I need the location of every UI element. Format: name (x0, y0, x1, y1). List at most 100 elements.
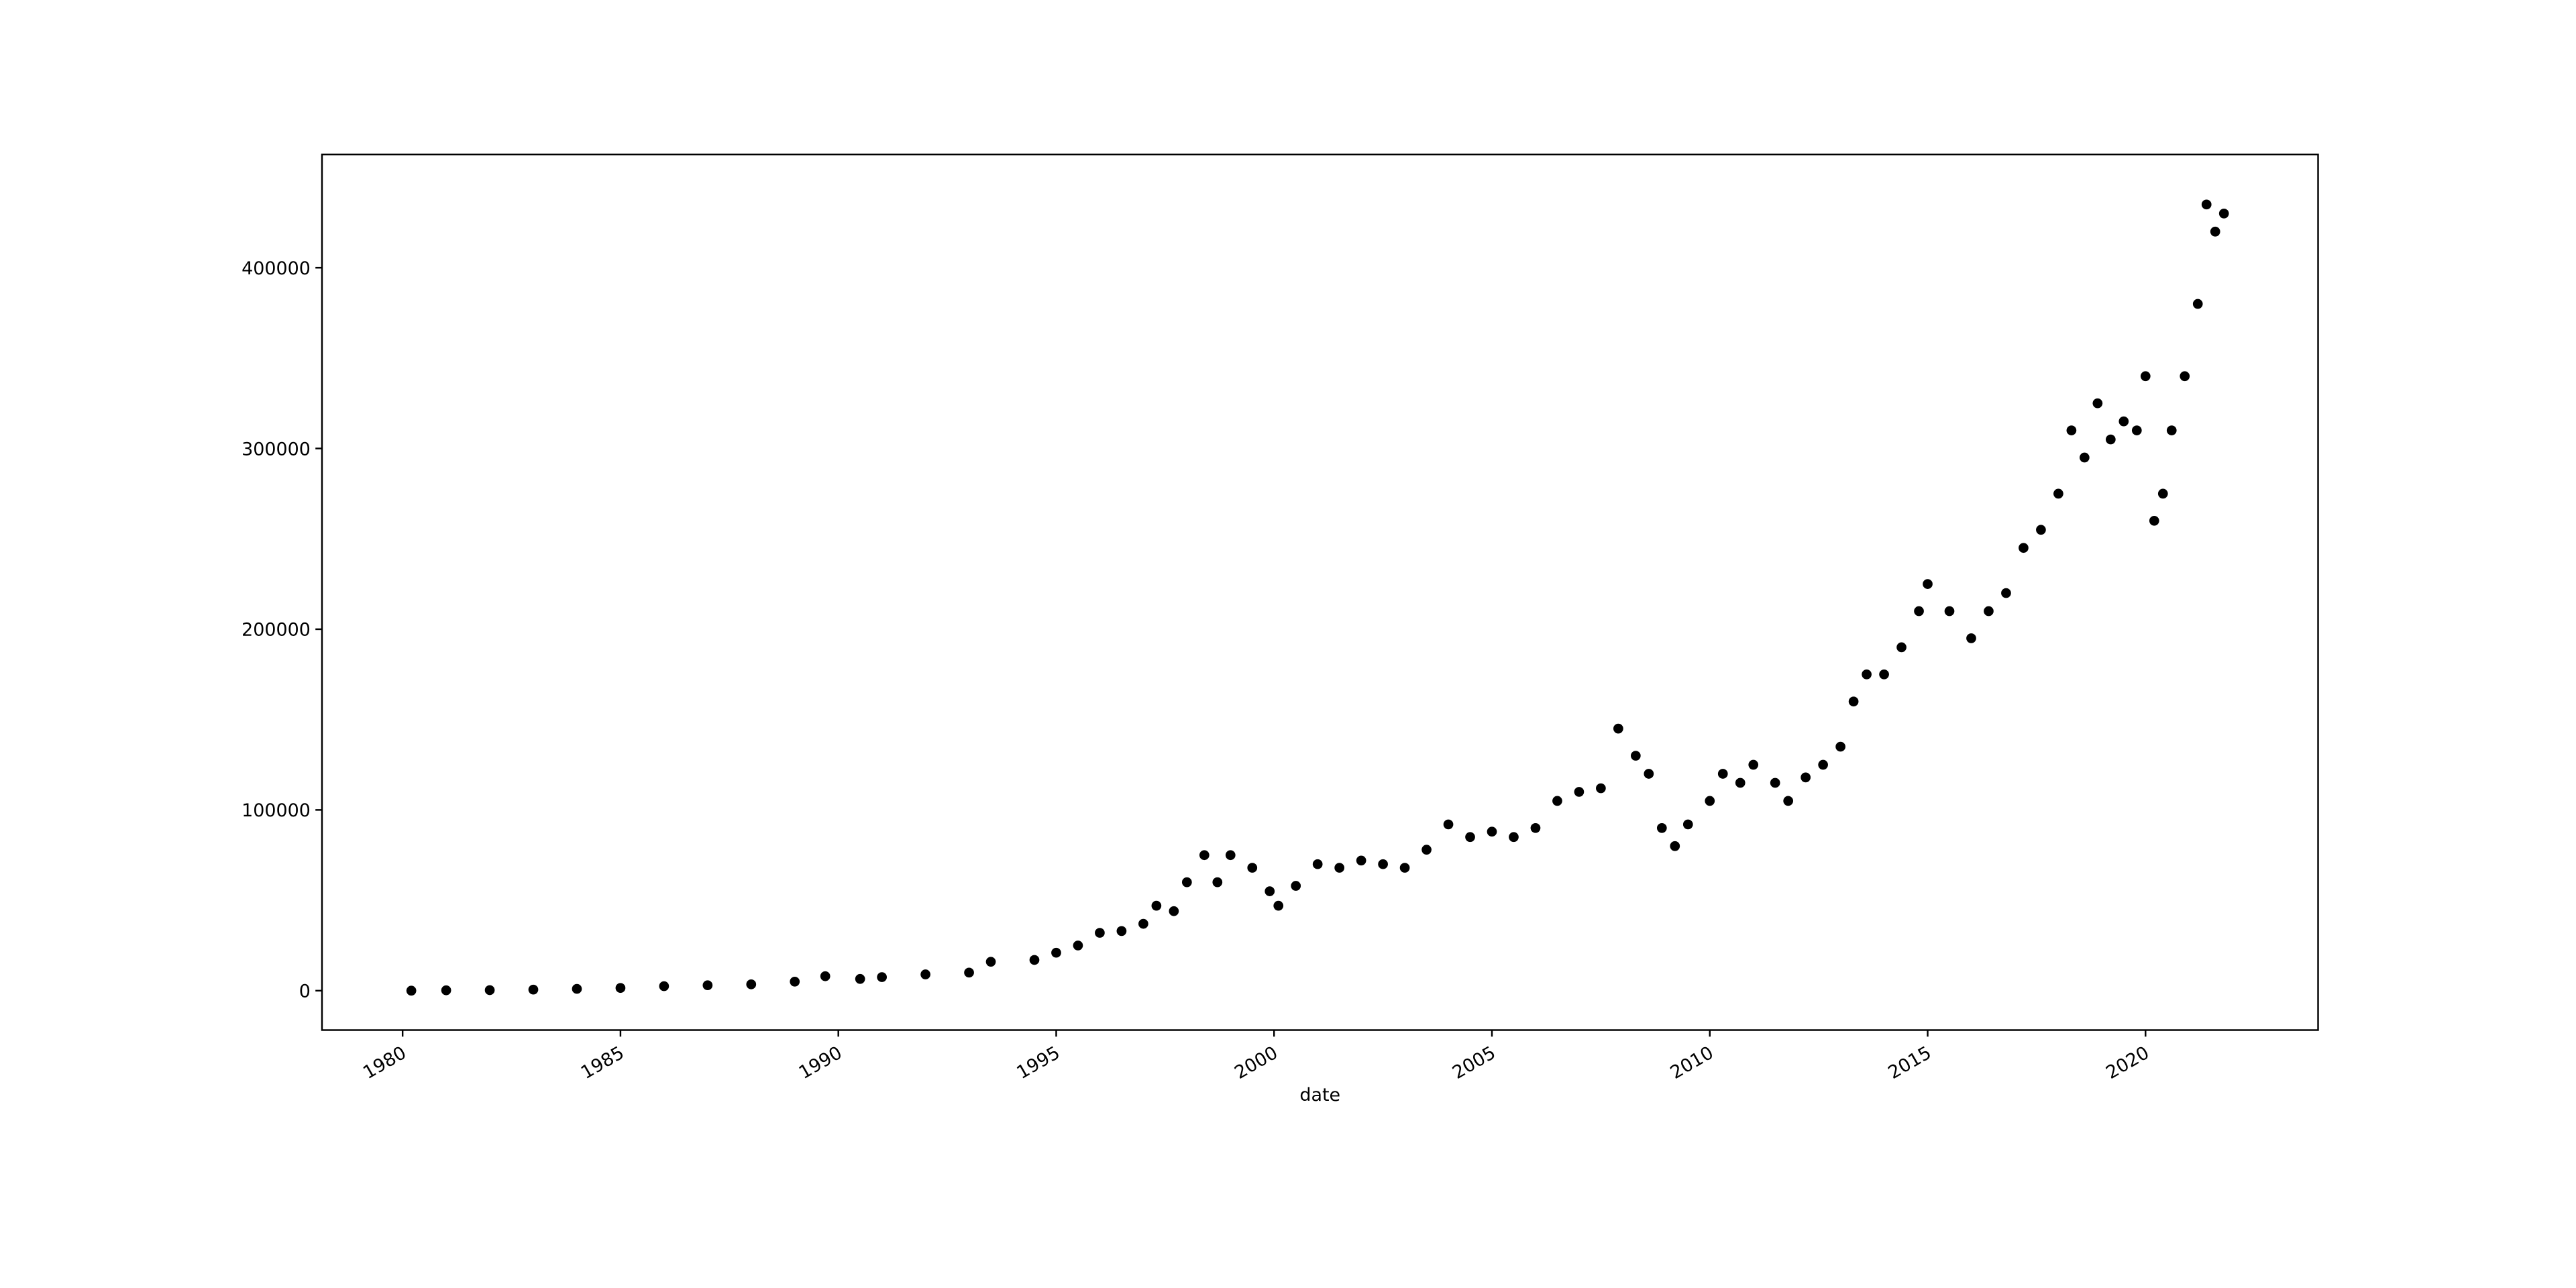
point (1748, 759, 1759, 770)
point (2210, 226, 2220, 237)
point (790, 976, 800, 987)
x-axis-label: date (1299, 1085, 1340, 1106)
point (1247, 863, 1258, 873)
point (1169, 906, 1179, 916)
point (1670, 841, 1680, 851)
point (1862, 669, 1872, 680)
x-tick-label: 1985 (578, 1042, 628, 1083)
point (1465, 832, 1475, 843)
point (1399, 863, 1410, 873)
point (1138, 918, 1148, 929)
point (528, 984, 539, 995)
point (985, 957, 996, 967)
point (484, 985, 495, 996)
point (1770, 777, 1780, 788)
point (1705, 796, 1715, 806)
point (1199, 850, 1210, 861)
point (1818, 759, 1828, 770)
point (2180, 371, 2190, 382)
point (1509, 832, 1519, 843)
point (2149, 515, 2159, 526)
point (2053, 488, 2063, 499)
point (2092, 398, 2103, 409)
x-tick-label: 1990 (796, 1042, 846, 1083)
point (1923, 579, 1933, 589)
point (1487, 826, 1497, 837)
point (1443, 819, 1454, 830)
point (2218, 208, 2229, 219)
point (2001, 588, 2011, 598)
point (2166, 425, 2177, 435)
point (1334, 863, 1345, 873)
point (2192, 299, 2203, 309)
point (1552, 796, 1562, 806)
point (1682, 819, 1693, 830)
point (1984, 606, 1994, 616)
point (1944, 606, 1955, 616)
point (2036, 525, 2046, 535)
point (1225, 850, 1236, 861)
point (1151, 900, 1162, 911)
point (441, 985, 451, 996)
point (2066, 425, 2077, 435)
x-tick-label: 2010 (1667, 1042, 1717, 1083)
point (2118, 416, 2129, 427)
point (2140, 371, 2151, 382)
point (2105, 434, 2116, 445)
point (1530, 822, 1541, 833)
point (1421, 845, 1432, 855)
point (2201, 199, 2212, 210)
point (1630, 751, 1641, 761)
point (406, 985, 417, 996)
point (1273, 900, 1284, 911)
point (1312, 859, 1323, 869)
point (1356, 855, 1366, 866)
point (1596, 783, 1606, 794)
point (920, 969, 930, 979)
point (2080, 452, 2090, 463)
point (1717, 769, 1728, 779)
y-tick-label: 100000 (241, 800, 311, 821)
x-tick-label: 1980 (360, 1042, 410, 1083)
y-tick-label: 0 (299, 981, 311, 1002)
point (1029, 955, 1040, 965)
point (746, 979, 757, 989)
plot-frame (321, 153, 2319, 1031)
point (877, 972, 887, 982)
point (1914, 606, 1924, 616)
point (1073, 941, 1083, 951)
point (1848, 696, 1859, 707)
point (1574, 787, 1585, 797)
point (1879, 669, 1889, 680)
point (820, 971, 830, 981)
y-tick-label: 200000 (241, 620, 311, 641)
point (1291, 881, 1301, 891)
point (2019, 543, 2029, 553)
point (572, 983, 582, 994)
point (1095, 928, 1105, 938)
point (1656, 822, 1667, 833)
x-tick-label: 2005 (1449, 1042, 1499, 1083)
point (702, 980, 713, 991)
x-tick-label: 2015 (1885, 1042, 1935, 1083)
point (1896, 642, 1907, 653)
point (855, 973, 865, 984)
point (1181, 877, 1192, 888)
point (1378, 859, 1388, 869)
point (1966, 633, 1976, 643)
point (1783, 796, 1794, 806)
x-tick-label: 2020 (2102, 1042, 2153, 1083)
point (1801, 772, 1811, 783)
point (1051, 947, 1061, 958)
point (615, 983, 626, 994)
y-tick-label: 400000 (241, 258, 311, 279)
point (1116, 926, 1127, 936)
point (1735, 777, 1746, 788)
y-tick-label: 300000 (241, 439, 311, 460)
x-tick-label: 2000 (1231, 1042, 1281, 1083)
point (1265, 886, 1275, 896)
point (659, 981, 669, 991)
point (1644, 769, 1654, 779)
